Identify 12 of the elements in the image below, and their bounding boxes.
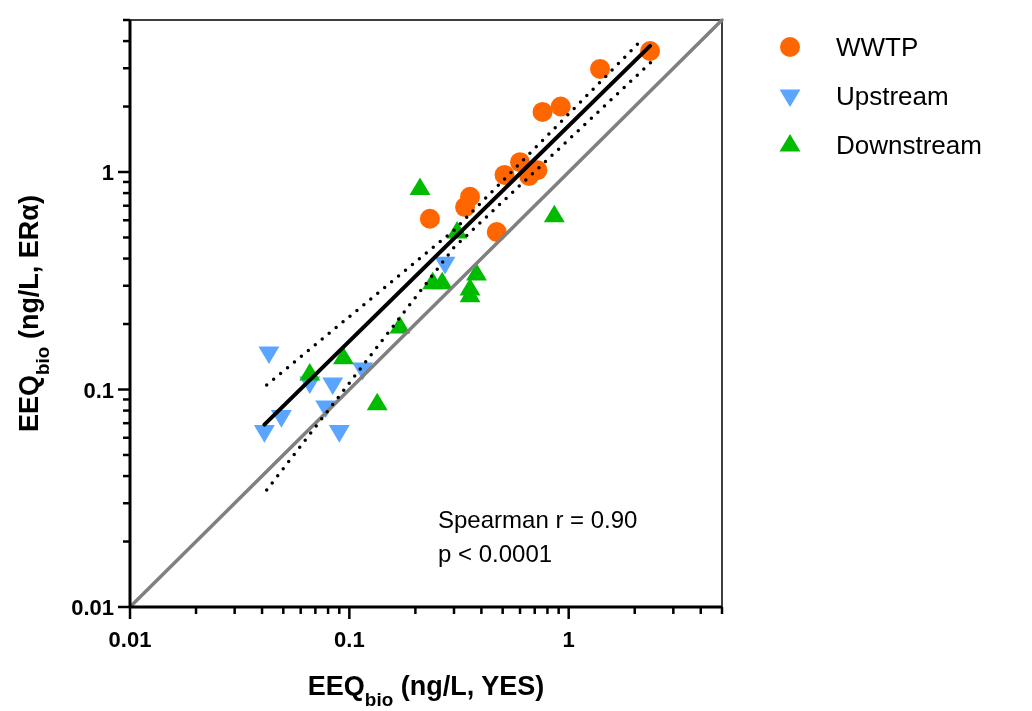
x-tick-label: 0.1 [334, 627, 365, 652]
y-tick-label: 1 [101, 160, 114, 186]
annotation: p < 0.0001 [438, 540, 553, 567]
legend-label: Upstream [836, 81, 949, 111]
legend-label: WWTP [836, 32, 919, 62]
x-axis-title: EEQ$_{bio}$ (ng/L, YES) [307, 671, 545, 710]
y-tick-label: 0.1 [83, 377, 114, 403]
y-tick-label: 0.01 [71, 595, 114, 620]
x-tick-label: 1 [562, 627, 575, 652]
annotation: Spearman r = 0.90 [438, 506, 638, 533]
legend-label: Downstream [836, 130, 982, 160]
x-tick-label: 0.01 [108, 627, 152, 652]
